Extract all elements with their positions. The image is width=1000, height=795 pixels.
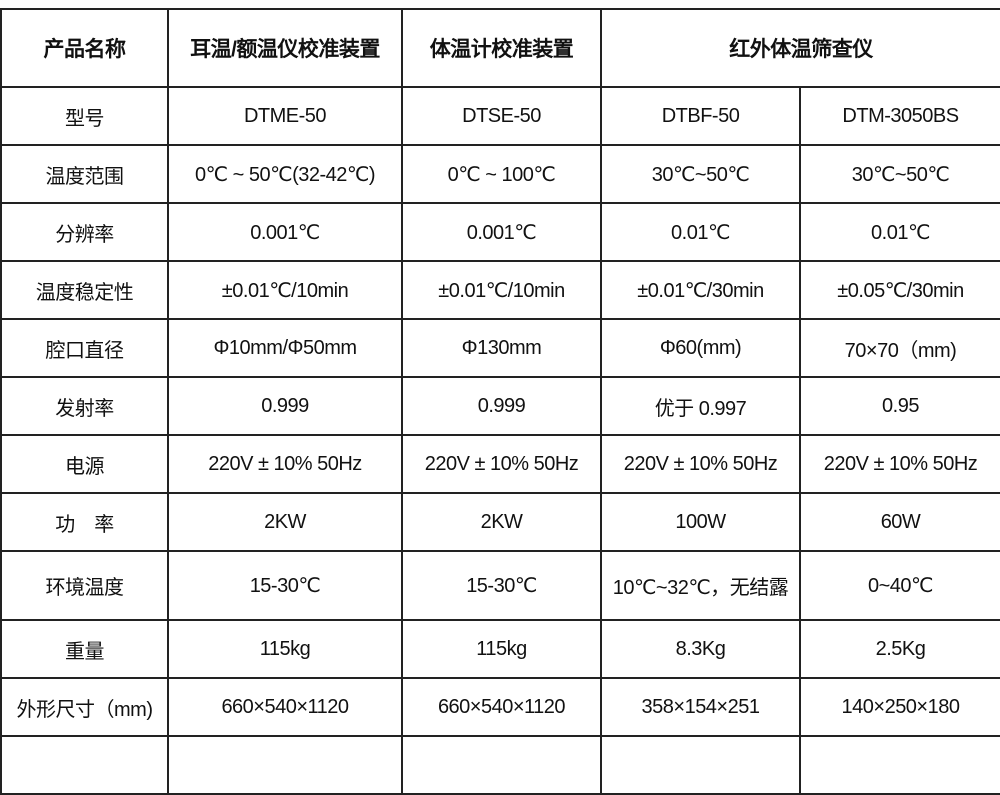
table-cell: 8.3Kg — [600, 619, 801, 679]
table-cell: 0℃ ~ 100℃ — [401, 144, 602, 204]
table-row: 温度范围 0℃ ~ 50℃(32-42℃) 0℃ ~ 100℃ 30℃~50℃ 30℃~… — [0, 144, 1000, 204]
table-cell: 0.01℃ — [600, 202, 801, 262]
table-cell: 15-30℃ — [167, 550, 403, 621]
table-cell: 660×540×1120 — [167, 677, 403, 737]
row-label: 电源 — [0, 434, 169, 494]
table-cell: 0.999 — [401, 376, 602, 436]
table-row: 重量 115kg 115kg 8.3Kg 2.5Kg — [0, 619, 1000, 679]
table-row: 发射率 0.999 0.999 优于 0.997 0.95 — [0, 376, 1000, 436]
table-cell: 115kg — [401, 619, 602, 679]
table-cell: DTME-50 — [167, 86, 403, 146]
row-label: 腔口直径 — [0, 318, 169, 378]
table-cell: 0.001℃ — [401, 202, 602, 262]
table-cell: 0.001℃ — [167, 202, 403, 262]
row-label: 温度稳定性 — [0, 260, 169, 320]
row-label: 分辨率 — [0, 202, 169, 262]
table-cell — [600, 735, 801, 795]
table-cell: 115kg — [167, 619, 403, 679]
table-cell: ±0.01℃/10min — [167, 260, 403, 320]
row-label: 温度范围 — [0, 144, 169, 204]
row-label — [0, 735, 169, 795]
table-row: 环境温度 15-30℃ 15-30℃ 10℃~32℃，无结露 0~40℃ — [0, 550, 1000, 621]
table-cell: ±0.05℃/30min — [799, 260, 1000, 320]
table-cell: DTBF-50 — [600, 86, 801, 146]
table-cell: 140×250×180 — [799, 677, 1000, 737]
table-cell: 70×70（mm) — [799, 318, 1000, 378]
table-cell: Φ10mm/Φ50mm — [167, 318, 403, 378]
row-label: 外形尺寸（mm) — [0, 677, 169, 737]
row-label: 型号 — [0, 86, 169, 146]
table-cell: 2KW — [167, 492, 403, 552]
table-cell: 0~40℃ — [799, 550, 1000, 621]
header-infrared-screener: 红外体温筛查仪 — [600, 8, 1000, 88]
table-cell: 30℃~50℃ — [600, 144, 801, 204]
row-label: 功 率 — [0, 492, 169, 552]
table-cell: 优于 0.997 — [600, 376, 801, 436]
header-product-name: 产品名称 — [0, 8, 169, 88]
header-row: 产品名称 耳温/额温仪校准装置 体温计校准装置 红外体温筛查仪 — [0, 8, 1000, 88]
table-row: 功 率 2KW 2KW 100W 60W — [0, 492, 1000, 552]
table-row: 电源 220V ± 10% 50Hz 220V ± 10% 50Hz 220V ± 1… — [0, 434, 1000, 494]
table-row: 分辨率 0.001℃ 0.001℃ 0.01℃ 0.01℃ — [0, 202, 1000, 262]
table-row — [0, 735, 1000, 795]
table-cell: 10℃~32℃，无结露 — [600, 550, 801, 621]
table-cell — [799, 735, 1000, 795]
table-cell: ±0.01℃/10min — [401, 260, 602, 320]
table-cell: 100W — [600, 492, 801, 552]
table-cell: 30℃~50℃ — [799, 144, 1000, 204]
table-cell — [167, 735, 403, 795]
table-cell: 0.01℃ — [799, 202, 1000, 262]
table-cell: 2KW — [401, 492, 602, 552]
table-cell: Φ130mm — [401, 318, 602, 378]
table-cell: 15-30℃ — [401, 550, 602, 621]
row-label: 发射率 — [0, 376, 169, 436]
table-cell: 220V ± 10% 50Hz — [401, 434, 602, 494]
row-label: 环境温度 — [0, 550, 169, 621]
spec-table: 产品名称 耳温/额温仪校准装置 体温计校准装置 红外体温筛查仪 型号 DTME-5… — [0, 8, 1000, 795]
header-ear-forehead-calibrator: 耳温/额温仪校准装置 — [167, 8, 403, 88]
table-cell: 220V ± 10% 50Hz — [600, 434, 801, 494]
table-cell: Φ60(mm) — [600, 318, 801, 378]
table-cell: 220V ± 10% 50Hz — [799, 434, 1000, 494]
table-cell: ±0.01℃/30min — [600, 260, 801, 320]
table-cell: 2.5Kg — [799, 619, 1000, 679]
table-cell: 60W — [799, 492, 1000, 552]
table-cell: 660×540×1120 — [401, 677, 602, 737]
table-cell: 0.95 — [799, 376, 1000, 436]
header-thermometer-calibrator: 体温计校准装置 — [401, 8, 602, 88]
table-cell: 0℃ ~ 50℃(32-42℃) — [167, 144, 403, 204]
table-row: 腔口直径 Φ10mm/Φ50mm Φ130mm Φ60(mm) 70×70（mm) — [0, 318, 1000, 378]
table-row: 型号 DTME-50 DTSE-50 DTBF-50 DTM-3050BS — [0, 86, 1000, 146]
row-label: 重量 — [0, 619, 169, 679]
table-cell: DTM-3050BS — [799, 86, 1000, 146]
table-cell: 0.999 — [167, 376, 403, 436]
table-row: 外形尺寸（mm) 660×540×1120 660×540×1120 358×154×… — [0, 677, 1000, 737]
table-cell: DTSE-50 — [401, 86, 602, 146]
table-cell: 358×154×251 — [600, 677, 801, 737]
table-cell: 220V ± 10% 50Hz — [167, 434, 403, 494]
table-cell — [401, 735, 602, 795]
table-row: 温度稳定性 ±0.01℃/10min ±0.01℃/10min ±0.01℃/30mi… — [0, 260, 1000, 320]
